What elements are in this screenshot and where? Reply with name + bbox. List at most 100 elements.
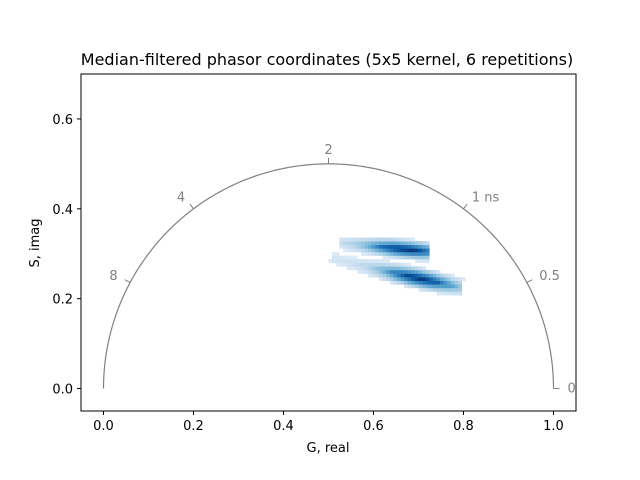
heatmap-cell [350,266,354,271]
heatmap-cell [378,262,383,267]
heatmap-cell [393,248,398,253]
heatmap-cell [425,259,430,264]
heatmap-cell [371,244,376,249]
heatmap-cell [418,241,423,246]
heatmap-cell [371,237,376,242]
heatmap-cell [411,273,416,278]
heatmap-cell [396,280,401,285]
heatmap-cell [432,273,437,278]
heatmap-cell [386,259,390,264]
heatmap-cell [411,277,416,281]
heatmap-cell [432,280,437,285]
heatmap-cell [422,241,426,246]
heatmap-cell [429,273,434,278]
heatmap-cell [389,269,394,274]
heatmap-cell [375,269,380,274]
heatmap-cell [432,269,437,274]
y-tick-label: 0.6 [52,113,73,128]
heatmap-cell [393,277,398,281]
heatmap-cell [461,277,466,281]
heatmap-cell [353,255,358,260]
heatmap-cell [350,244,354,249]
heatmap-cell [396,266,401,271]
heatmap-cell [357,237,362,242]
heatmap-cell [425,273,430,278]
heatmap-cell [404,244,408,249]
heatmap-cell [386,251,390,256]
heatmap-cell [418,251,423,256]
lifetime-label: 4 [177,191,185,206]
heatmap-cell [342,255,347,260]
heatmap-cell [414,248,419,253]
heatmap-cell [422,273,426,278]
heatmap-cell [382,262,387,267]
heatmap-cell [400,237,405,242]
heatmap-cell [375,244,380,249]
x-tick-label: 0.4 [273,419,294,434]
x-tick-label: 0.6 [363,419,384,434]
heatmap-cell [432,287,437,292]
heatmap-cell [353,259,358,264]
heatmap-cell [425,280,430,285]
heatmap-cell [364,244,369,249]
heatmap-cell [400,244,405,249]
heatmap-cell [407,251,412,256]
heatmap-cell [425,251,430,256]
heatmap-cell [422,277,426,281]
heatmap-cell [382,244,387,249]
heatmap-cell [450,277,455,281]
heatmap-cell [393,237,398,242]
heatmap-cell [443,291,448,296]
heatmap-cell [393,241,398,246]
x-tick-label: 0.0 [93,419,114,434]
heatmap-cell [454,287,459,292]
heatmap-cell [393,262,398,267]
heatmap-cell [335,255,340,260]
heatmap-cell [404,280,408,285]
heatmap-cell [389,277,394,281]
heatmap-cell [393,280,398,285]
heatmap-cell [353,241,358,246]
heatmap-cell [418,269,423,274]
heatmap-cell [407,262,412,267]
heatmap-cell [425,244,430,249]
heatmap-cell [450,291,455,296]
heatmap-cell [353,237,358,242]
heatmap-cell [404,273,408,278]
heatmap-cell [418,255,423,260]
heatmap-cell [378,259,383,264]
heatmap-cell [364,251,369,256]
heatmap-cell [378,273,383,278]
lifetime-tick [526,279,533,283]
heatmap-cell [364,262,369,267]
heatmap-cell [357,269,362,274]
heatmap-cell [350,259,354,264]
heatmap-cell [404,266,408,271]
heatmap-cell [353,266,358,271]
lifetime-label: 1 ns [472,191,500,206]
heatmap-cell [414,277,419,281]
heatmap-cell [360,259,365,264]
heatmap-cell [393,269,398,274]
heatmap-cell [414,266,419,271]
heatmap-cell [414,273,419,278]
heatmap-cell [389,280,394,285]
heatmap-cell [418,248,423,253]
heatmap-cell [339,255,344,260]
heatmap-cell [368,273,372,278]
heatmap-cell [450,284,455,289]
heatmap-cell [368,241,372,246]
heatmap-cell [404,284,408,289]
heatmap-cell [404,277,408,281]
lifetime-label: 2 [324,143,332,158]
heatmap-cell [440,287,444,292]
heatmap-cell [450,287,455,292]
heatmap-cell [436,287,441,292]
heatmap-cell [371,259,376,264]
heatmap-cell [440,291,444,296]
heatmap-cell [368,248,372,253]
heatmap-cell [360,244,365,249]
heatmap-cell [371,241,376,246]
heatmap-cell [353,248,358,253]
